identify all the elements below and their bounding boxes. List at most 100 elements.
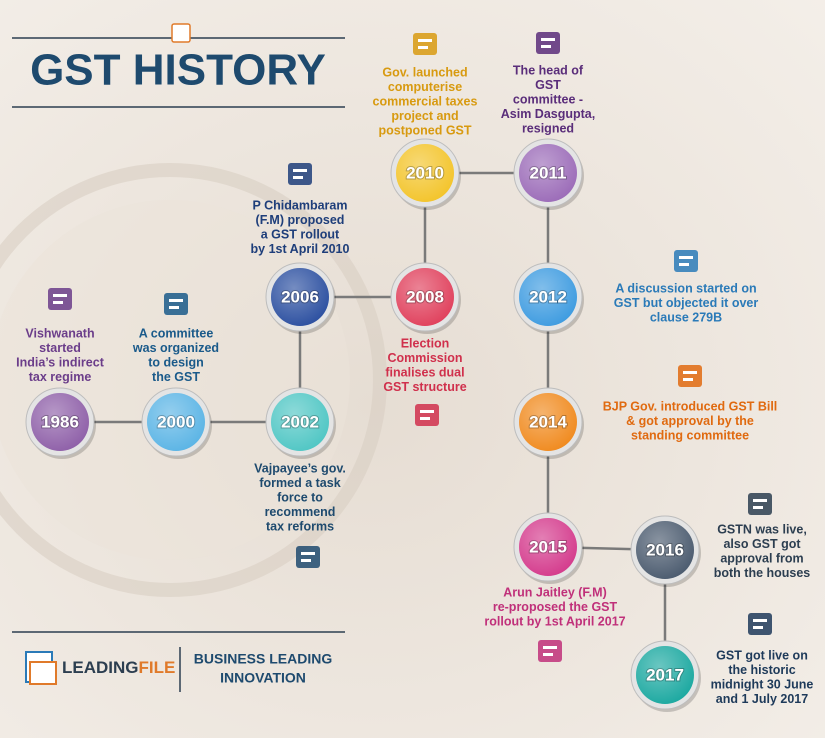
year: 2002 — [281, 412, 319, 431]
event-text: project and — [391, 109, 458, 123]
node-shine — [636, 521, 694, 579]
icon-detail — [301, 552, 315, 555]
tagline: BUSINESS LEADING — [194, 651, 333, 667]
icon-detail — [53, 301, 63, 304]
event-text: a GST rollout — [261, 227, 340, 241]
event-text: finalises dual — [385, 365, 464, 379]
event-text: force to — [277, 490, 323, 504]
icon — [48, 288, 72, 310]
event-text: the GST — [152, 370, 200, 384]
icon — [748, 613, 772, 635]
icon — [296, 546, 320, 568]
event-text: tax regime — [29, 370, 92, 384]
year: 2006 — [281, 287, 319, 306]
event-text: & got approval by the — [626, 414, 754, 428]
event-text: Gov. launched — [382, 65, 467, 79]
event-text: formed a task — [259, 476, 340, 490]
title: GST HISTORY — [30, 46, 326, 95]
logo-icon — [171, 23, 191, 43]
clock-decoration — [0, 163, 387, 597]
tagline: INNOVATION — [220, 670, 306, 686]
clock-face — [0, 200, 350, 560]
event-text: postponed GST — [378, 124, 471, 138]
icon-detail — [418, 39, 432, 42]
icon-detail — [420, 410, 434, 413]
year: 2011 — [530, 163, 567, 182]
brand-part: FILE — [139, 658, 176, 677]
icon — [678, 365, 702, 387]
event-text: recommend — [265, 505, 336, 519]
event-text: A committee — [139, 326, 214, 340]
icon-detail — [293, 176, 303, 179]
node-shine — [519, 144, 577, 202]
brand-part: LEADING — [62, 658, 139, 677]
icon-detail — [753, 619, 767, 622]
event-text: GST — [535, 78, 561, 92]
icon-detail — [683, 378, 693, 381]
event-text: approval from — [720, 551, 803, 565]
node-shine — [271, 268, 329, 326]
icon-detail — [418, 46, 428, 49]
icon — [674, 250, 698, 272]
icon — [413, 33, 437, 55]
year: 1986 — [41, 412, 79, 431]
event-text: committee - — [513, 92, 583, 106]
brand: LEADINGFILE — [62, 658, 175, 677]
node-shine — [636, 646, 694, 704]
year: 2017 — [646, 665, 684, 684]
year: 2012 — [529, 287, 567, 306]
node-shine — [519, 393, 577, 451]
event-text: Commission — [387, 351, 462, 365]
icon — [288, 163, 312, 185]
event-text: GST but objected it over — [614, 296, 759, 310]
event-text: GSTN was live, — [717, 522, 807, 536]
year: 2016 — [646, 540, 684, 559]
icon-detail — [301, 559, 311, 562]
node-shine — [271, 393, 329, 451]
icon-detail — [53, 294, 67, 297]
event-text: GST structure — [383, 380, 466, 394]
node-shine — [147, 393, 205, 451]
icon — [748, 493, 772, 515]
year: 2008 — [406, 287, 444, 306]
event-text: (F.M) proposed — [256, 213, 345, 227]
event-text: P Chidambaram — [253, 198, 348, 212]
node-shine — [519, 518, 577, 576]
event-text: started — [39, 341, 81, 355]
event-text: clause 279B — [650, 310, 722, 324]
icon-detail — [293, 169, 307, 172]
node-shine — [396, 144, 454, 202]
icon-detail — [420, 417, 430, 420]
node-shine — [519, 268, 577, 326]
event-text: India’s indirect — [16, 355, 105, 369]
event-text: BJP Gov. introduced GST Bill — [603, 399, 778, 413]
icon-detail — [543, 646, 557, 649]
icon-detail — [683, 371, 697, 374]
node-shine — [396, 268, 454, 326]
event-text: the historic — [728, 663, 795, 677]
icon-detail — [169, 299, 183, 302]
event-text: was organized — [132, 341, 219, 355]
event-text: Asim Dasgupta, — [501, 107, 595, 121]
icon-detail — [753, 506, 763, 509]
icon — [538, 640, 562, 662]
event-text: computerise — [388, 80, 462, 94]
event-text: resigned — [522, 122, 574, 136]
event-text: Vishwanath — [25, 326, 94, 340]
event-text: and 1 July 2017 — [716, 692, 808, 706]
brand-icon — [29, 661, 57, 685]
year: 2000 — [157, 412, 195, 431]
icon-detail — [753, 626, 763, 629]
event-text: midnight 30 June — [711, 677, 814, 691]
icon-detail — [169, 306, 179, 309]
icon-detail — [543, 653, 553, 656]
event-text: re-proposed the GST — [493, 600, 618, 614]
event-text: rollout by 1st April 2017 — [484, 614, 625, 628]
event-text: tax reforms — [266, 520, 334, 534]
event-text: both the houses — [714, 566, 811, 580]
year: 2010 — [406, 163, 444, 182]
icon-detail — [753, 499, 767, 502]
